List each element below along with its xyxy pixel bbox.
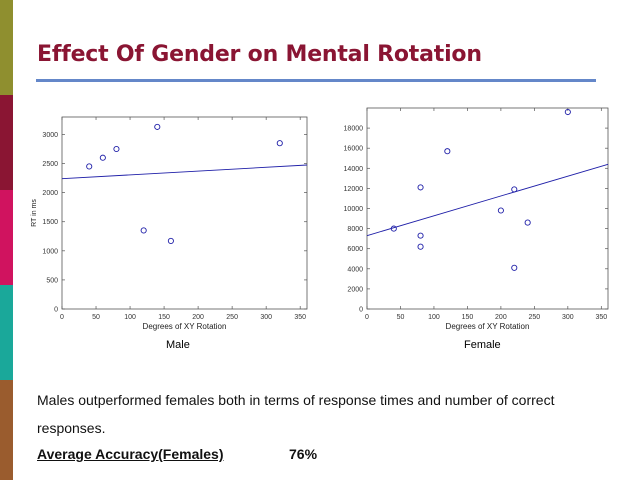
- male-ytick-label: 1000: [42, 248, 58, 255]
- male-xtick-label: 150: [158, 314, 170, 321]
- male-data-point: [99, 154, 106, 161]
- female-xtick-label: 100: [428, 314, 440, 321]
- chart-caption-male: Male: [166, 339, 190, 351]
- male-ytick-label: 500: [46, 277, 58, 284]
- female-xtick-label: 50: [397, 314, 405, 321]
- female-ytick-label: 10000: [344, 206, 364, 213]
- male-xtick-label: 50: [92, 314, 100, 321]
- male-data-point: [140, 227, 147, 234]
- male-ytick-label: 1500: [42, 219, 58, 226]
- male-xtick-label: 200: [192, 314, 204, 321]
- female-data-point: [564, 108, 571, 116]
- female-ytick-label: 6000: [347, 246, 363, 253]
- male-ytick-label: 2500: [42, 161, 58, 168]
- female-ytick-label: 16000: [344, 146, 364, 153]
- male-data-point: [113, 145, 120, 153]
- female-data-point: [524, 219, 531, 226]
- female-ytick-label: 8000: [347, 226, 363, 233]
- female-data-point: [390, 225, 397, 232]
- female-data-point: [511, 186, 518, 193]
- female-ytick-label: 0: [359, 307, 363, 314]
- female-xtick-label: 200: [495, 314, 507, 321]
- male-xtick-label: 350: [294, 314, 306, 321]
- male-data-point: [86, 163, 93, 170]
- chart-caption-female: Female: [464, 339, 501, 351]
- male-ytick-label: 2000: [42, 190, 58, 197]
- female-xtick-label: 0: [365, 314, 369, 321]
- side-bar-pink: [0, 190, 13, 285]
- female-data-point: [417, 184, 424, 191]
- female-chart: 0 50 100 150 200 250 300 350 0 2000 4000 6000 8000 10…: [344, 107, 609, 331]
- male-data-point: [154, 123, 161, 130]
- female-data-point: [444, 148, 451, 155]
- male-ytick-label: 3000: [42, 132, 58, 139]
- male-plot-frame: [61, 116, 308, 310]
- female-xtick-label: 350: [595, 314, 607, 321]
- female-trend-line: [366, 163, 609, 237]
- male-trend-line: [61, 164, 308, 180]
- female-ytick-label: 2000: [347, 286, 363, 293]
- male-data-point: [276, 140, 283, 147]
- female-x-axis-label: Degrees of XY Rotation: [446, 322, 530, 331]
- summary-text: Males outperformed females both in terms…: [37, 392, 555, 436]
- male-chart: 0 50 100 150 200 250 300 350 0 500 1000 1500 2000 250…: [31, 116, 308, 331]
- female-xtick-label: 250: [529, 314, 541, 321]
- male-xtick-label: 300: [260, 314, 272, 321]
- accuracy-value: 76%: [289, 446, 318, 462]
- female-data-point: [417, 232, 424, 239]
- male-x-axis-label: Degrees of XY Rotation: [143, 322, 227, 331]
- male-data-point: [167, 237, 174, 244]
- side-bar-brown: [0, 380, 13, 480]
- female-ytick-label: 14000: [344, 166, 364, 173]
- side-bar-olive: [0, 0, 13, 95]
- male-y-axis-label: RT in ms: [31, 199, 38, 227]
- female-ytick-label: 18000: [344, 126, 364, 133]
- female-xtick-label: 300: [562, 314, 574, 321]
- side-bar-teal: [0, 285, 13, 380]
- female-plot-frame: [366, 107, 609, 310]
- male-xtick-label: 0: [60, 314, 64, 321]
- male-ytick-label: 0: [54, 307, 58, 314]
- title-rule: [36, 79, 596, 82]
- female-data-point: [497, 207, 504, 214]
- accuracy-label: Average Accuracy(Females): [37, 446, 224, 462]
- male-xtick-label: 250: [226, 314, 238, 321]
- female-ytick-label: 4000: [347, 266, 363, 273]
- side-bar-maroon: [0, 95, 13, 190]
- female-data-point: [417, 243, 424, 250]
- male-xtick-label: 100: [124, 314, 136, 321]
- female-xtick-label: 150: [462, 314, 474, 321]
- female-data-point: [511, 264, 518, 271]
- accuracy-line: Average Accuracy(Females) 76%: [37, 446, 317, 462]
- slide-title: Effect Of Gender on Mental Rotation: [37, 42, 482, 67]
- female-ytick-label: 12000: [344, 186, 364, 193]
